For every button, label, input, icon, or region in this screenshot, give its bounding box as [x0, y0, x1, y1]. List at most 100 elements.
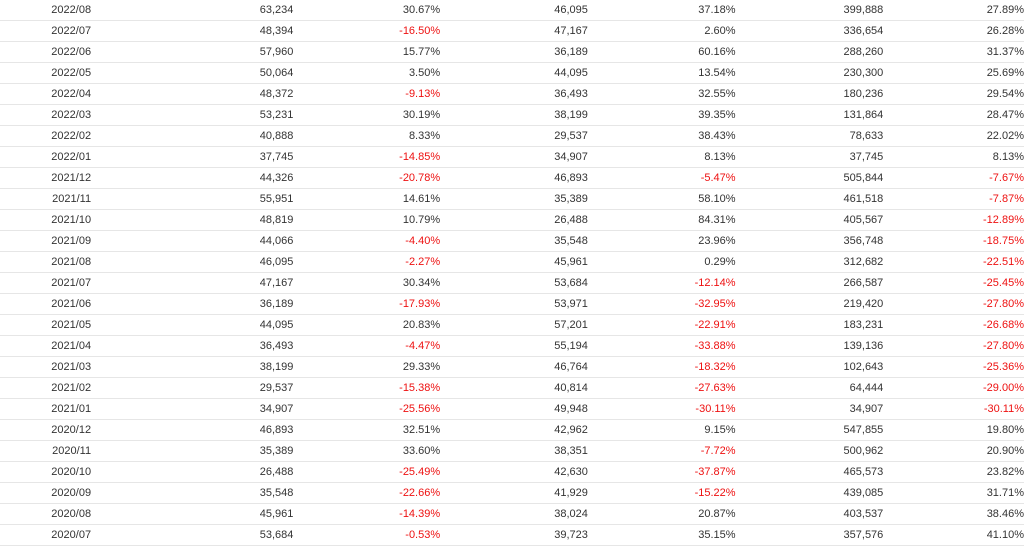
table-row: 2022/06 57,960 15.77% 36,189 60.16% 288,260 31… — [0, 41, 1024, 63]
month-cell: 2022/02 — [0, 125, 92, 147]
cumulative-value-cell: 357,576 — [735, 524, 884, 546]
cumulative-value-cell: 37,745 — [735, 146, 884, 168]
cumulative-change-cell: 19.80% — [883, 419, 1024, 441]
cumulative-value-cell: 102,643 — [735, 356, 884, 378]
value-cell: 40,888 — [91, 125, 294, 147]
month-cell: 2022/08 — [0, 0, 92, 21]
month-cell: 2021/03 — [0, 356, 92, 378]
month-cell: 2021/10 — [0, 209, 92, 231]
cumulative-change-cell: -12.89% — [883, 209, 1024, 231]
compare-value-cell: 53,971 — [440, 293, 588, 315]
table-row: 2020/07 53,684 -0.53% 39,723 35.15% 357,576 41… — [0, 524, 1024, 546]
value-change-cell: -17.93% — [293, 293, 441, 315]
compare-change-cell: 60.16% — [587, 41, 736, 63]
cumulative-change-cell: -22.51% — [883, 251, 1024, 273]
cumulative-change-cell: -29.00% — [883, 377, 1024, 399]
value-change-cell: 33.60% — [293, 440, 441, 462]
value-change-cell: 30.67% — [293, 0, 441, 21]
compare-change-cell: 20.87% — [587, 503, 736, 525]
compare-change-cell: -33.88% — [587, 335, 736, 357]
value-cell: 53,684 — [91, 524, 294, 546]
value-cell: 44,066 — [91, 230, 294, 252]
month-cell: 2021/07 — [0, 272, 92, 294]
cumulative-value-cell: 219,420 — [735, 293, 884, 315]
table-row: 2022/07 48,394 -16.50% 47,167 2.60% 336,654 26… — [0, 20, 1024, 42]
compare-value-cell: 36,493 — [440, 83, 588, 105]
table-row: 2021/11 55,951 14.61% 35,389 58.10% 461,518 -7… — [0, 188, 1024, 210]
value-cell: 44,326 — [91, 167, 294, 189]
month-cell: 2022/01 — [0, 146, 92, 168]
table-row: 2022/02 40,888 8.33% 29,537 38.43% 78,633 22.0… — [0, 125, 1024, 147]
value-change-cell: -14.85% — [293, 146, 441, 168]
cumulative-value-cell: 505,844 — [735, 167, 884, 189]
value-change-cell: 29.33% — [293, 356, 441, 378]
compare-change-cell: 13.54% — [587, 62, 736, 84]
compare-value-cell: 42,630 — [440, 461, 588, 483]
value-cell: 48,819 — [91, 209, 294, 231]
value-change-cell: -16.50% — [293, 20, 441, 42]
compare-value-cell: 46,764 — [440, 356, 588, 378]
cumulative-value-cell: 78,633 — [735, 125, 884, 147]
compare-value-cell: 41,929 — [440, 482, 588, 504]
compare-value-cell: 53,684 — [440, 272, 588, 294]
cumulative-change-cell: 31.71% — [883, 482, 1024, 504]
compare-change-cell: -7.72% — [587, 440, 736, 462]
value-cell: 45,961 — [91, 503, 294, 525]
compare-value-cell: 34,907 — [440, 146, 588, 168]
table-row: 2021/05 44,095 20.83% 57,201 -22.91% 183,231-… — [0, 314, 1024, 336]
table-row: 2021/02 29,537 -15.38% 40,814 -27.63% 64,444-… — [0, 377, 1024, 399]
cumulative-value-cell: 439,085 — [735, 482, 884, 504]
compare-value-cell: 38,351 — [440, 440, 588, 462]
value-change-cell: -14.39% — [293, 503, 441, 525]
cumulative-change-cell: -27.80% — [883, 335, 1024, 357]
cumulative-value-cell: 547,855 — [735, 419, 884, 441]
value-change-cell: -2.27% — [293, 251, 441, 273]
value-cell: 63,234 — [91, 0, 294, 21]
cumulative-value-cell: 34,907 — [735, 398, 884, 420]
value-change-cell: 3.50% — [293, 62, 441, 84]
value-cell: 53,231 — [91, 104, 294, 126]
cumulative-value-cell: 336,654 — [735, 20, 884, 42]
cumulative-change-cell: -7.87% — [883, 188, 1024, 210]
cumulative-value-cell: 230,300 — [735, 62, 884, 84]
compare-value-cell: 57,201 — [440, 314, 588, 336]
value-change-cell: -9.13% — [293, 83, 441, 105]
month-cell: 2021/11 — [0, 188, 92, 210]
compare-value-cell: 36,189 — [440, 41, 588, 63]
value-cell: 38,199 — [91, 356, 294, 378]
cumulative-value-cell: 465,573 — [735, 461, 884, 483]
month-cell: 2020/10 — [0, 461, 92, 483]
value-change-cell: 15.77% — [293, 41, 441, 63]
table-row: 2020/11 35,389 33.60% 38,351 -7.72% 500,962 20… — [0, 440, 1024, 462]
cumulative-change-cell: -26.68% — [883, 314, 1024, 336]
month-cell: 2020/07 — [0, 524, 92, 546]
value-change-cell: 14.61% — [293, 188, 441, 210]
cumulative-change-cell: 27.89% — [883, 0, 1024, 21]
value-cell: 48,394 — [91, 20, 294, 42]
cumulative-value-cell: 403,537 — [735, 503, 884, 525]
cumulative-change-cell: 8.13% — [883, 146, 1024, 168]
compare-value-cell: 55,194 — [440, 335, 588, 357]
compare-change-cell: 84.31% — [587, 209, 736, 231]
table-row: 2022/05 50,064 3.50% 44,095 13.54% 230,300 25.… — [0, 62, 1024, 84]
cumulative-change-cell: -25.36% — [883, 356, 1024, 378]
value-change-cell: -22.66% — [293, 482, 441, 504]
table-row: 2021/01 34,907 -25.56% 49,948 -30.11% 34,907-… — [0, 398, 1024, 420]
cumulative-change-cell: 29.54% — [883, 83, 1024, 105]
value-cell: 29,537 — [91, 377, 294, 399]
value-cell: 35,548 — [91, 482, 294, 504]
value-change-cell: -4.40% — [293, 230, 441, 252]
table-row: 2021/04 36,493 -4.47% 55,194 -33.88% 139,136-… — [0, 335, 1024, 357]
value-cell: 47,167 — [91, 272, 294, 294]
compare-value-cell: 46,893 — [440, 167, 588, 189]
cumulative-change-cell: 23.82% — [883, 461, 1024, 483]
compare-change-cell: 38.43% — [587, 125, 736, 147]
table-row: 2021/08 46,095 -2.27% 45,961 0.29% 312,682 -22… — [0, 251, 1024, 273]
compare-value-cell: 47,167 — [440, 20, 588, 42]
cumulative-change-cell: -25.45% — [883, 272, 1024, 294]
cumulative-change-cell: 38.46% — [883, 503, 1024, 525]
value-change-cell: -0.53% — [293, 524, 441, 546]
value-change-cell: 30.34% — [293, 272, 441, 294]
cumulative-change-cell: -27.80% — [883, 293, 1024, 315]
